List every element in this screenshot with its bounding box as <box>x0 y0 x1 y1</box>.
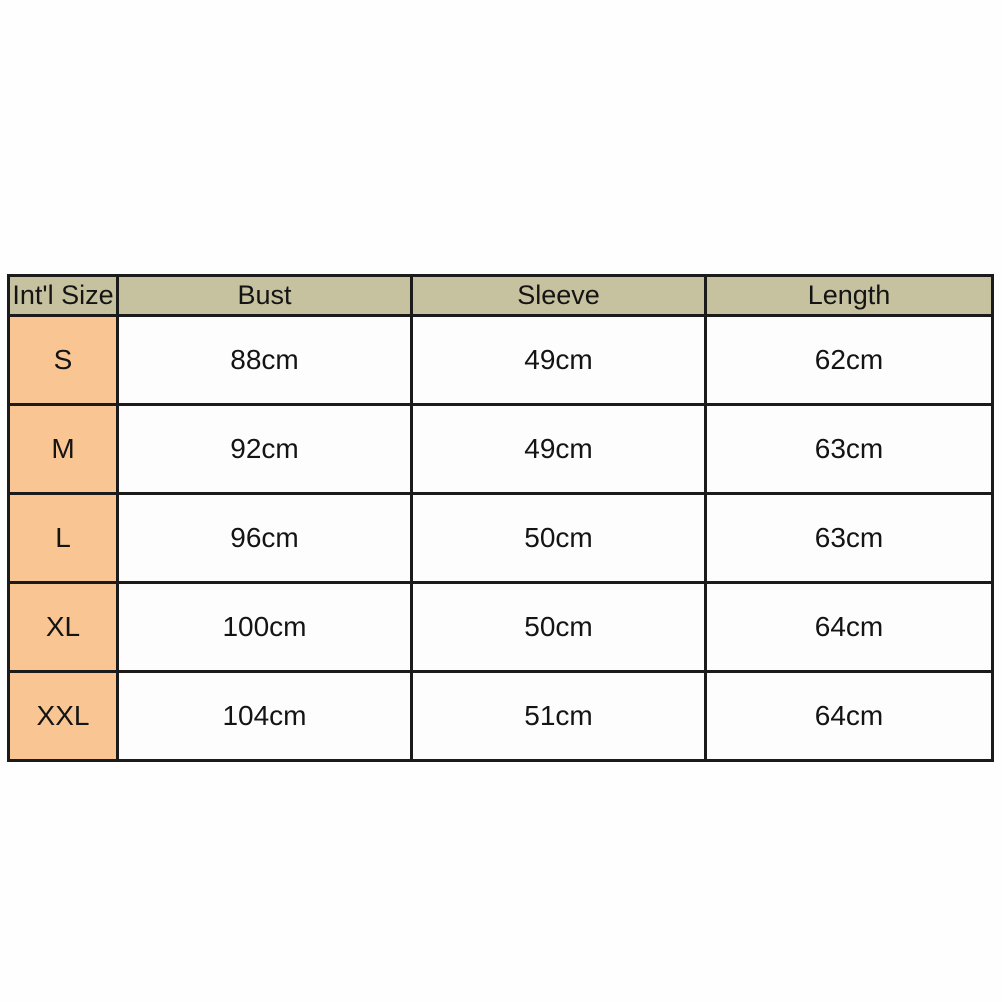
sleeve-value-cell: 50cm <box>410 581 707 673</box>
length-value-cell: 63cm <box>704 403 994 495</box>
size-label-cell: M <box>7 403 119 495</box>
size-label-cell: L <box>7 492 119 584</box>
table-row: XXL 104cm 51cm 64cm <box>7 670 994 762</box>
bust-value-cell: 88cm <box>116 314 413 406</box>
header-cell-length: Length <box>704 274 994 317</box>
bust-value-cell: 96cm <box>116 492 413 584</box>
sleeve-value-cell: 50cm <box>410 492 707 584</box>
size-label-cell: XXL <box>7 670 119 762</box>
size-label-cell: XL <box>7 581 119 673</box>
bust-value-cell: 92cm <box>116 403 413 495</box>
sleeve-value-cell: 49cm <box>410 403 707 495</box>
header-cell-bust: Bust <box>116 274 413 317</box>
length-value-cell: 64cm <box>704 670 994 762</box>
size-chart-table: Int'l Size Bust Sleeve Length S 88cm 49c… <box>7 274 994 762</box>
header-cell-size: Int'l Size <box>7 274 119 317</box>
length-value-cell: 62cm <box>704 314 994 406</box>
bust-value-cell: 100cm <box>116 581 413 673</box>
size-label-cell: S <box>7 314 119 406</box>
bust-value-cell: 104cm <box>116 670 413 762</box>
length-value-cell: 63cm <box>704 492 994 584</box>
header-row: Int'l Size Bust Sleeve Length <box>7 274 994 317</box>
table-row: S 88cm 49cm 62cm <box>7 314 994 406</box>
length-value-cell: 64cm <box>704 581 994 673</box>
table-row: L 96cm 50cm 63cm <box>7 492 994 584</box>
table-row: XL 100cm 50cm 64cm <box>7 581 994 673</box>
header-cell-sleeve: Sleeve <box>410 274 707 317</box>
table-row: M 92cm 49cm 63cm <box>7 403 994 495</box>
sleeve-value-cell: 49cm <box>410 314 707 406</box>
sleeve-value-cell: 51cm <box>410 670 707 762</box>
